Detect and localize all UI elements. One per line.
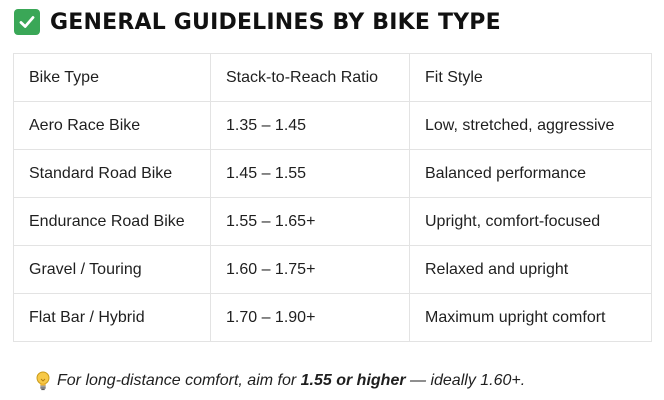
table-header-row: Bike Type Stack-to-Reach Ratio Fit Style bbox=[13, 53, 652, 102]
column-header-bike-type: Bike Type bbox=[13, 53, 211, 102]
fit-style-cell: Relaxed and upright bbox=[409, 245, 652, 294]
check-mark-icon bbox=[14, 9, 40, 35]
column-header-fit-style: Fit Style bbox=[409, 53, 652, 102]
guidelines-table: Bike Type Stack-to-Reach Ratio Fit Style… bbox=[13, 53, 652, 342]
light-bulb-icon bbox=[36, 371, 50, 391]
table-row: Standard Road Bike 1.45 – 1.55 Balanced … bbox=[13, 149, 652, 198]
fit-style-cell: Maximum upright comfort bbox=[409, 293, 652, 342]
column-header-ratio: Stack-to-Reach Ratio bbox=[210, 53, 410, 102]
fit-style-cell: Balanced performance bbox=[409, 149, 652, 198]
table-row: Flat Bar / Hybrid 1.70 – 1.90+ Maximum u… bbox=[13, 293, 652, 342]
bike-type-cell: Gravel / Touring bbox=[13, 245, 211, 294]
ratio-cell: 1.35 – 1.45 bbox=[210, 101, 410, 150]
tip-highlight: 1.55 or higher bbox=[300, 372, 406, 389]
fit-style-cell: Upright, comfort-focused bbox=[409, 197, 652, 246]
bike-type-cell: Aero Race Bike bbox=[13, 101, 211, 150]
bike-type-cell: Endurance Road Bike bbox=[13, 197, 211, 246]
fit-style-cell: Low, stretched, aggressive bbox=[409, 101, 652, 150]
page-title: GENERAL GUIDELINES BY BIKE TYPE bbox=[50, 9, 501, 35]
bike-type-cell: Flat Bar / Hybrid bbox=[13, 293, 211, 342]
ratio-cell: 1.55 – 1.65+ bbox=[210, 197, 410, 246]
ratio-cell: 1.70 – 1.90+ bbox=[210, 293, 410, 342]
table-row: Endurance Road Bike 1.55 – 1.65+ Upright… bbox=[13, 197, 652, 246]
ratio-cell: 1.45 – 1.55 bbox=[210, 149, 410, 198]
ratio-cell: 1.60 – 1.75+ bbox=[210, 245, 410, 294]
tip-note: For long-distance comfort, aim for 1.55 … bbox=[36, 371, 525, 391]
table-row: Gravel / Touring 1.60 – 1.75+ Relaxed an… bbox=[13, 245, 652, 294]
section-heading: GENERAL GUIDELINES BY BIKE TYPE bbox=[14, 6, 501, 38]
tip-text: For long-distance comfort, aim for 1.55 … bbox=[57, 372, 525, 390]
tip-prefix: For long-distance comfort, aim for bbox=[57, 372, 301, 389]
bike-type-cell: Standard Road Bike bbox=[13, 149, 211, 198]
table-row: Aero Race Bike 1.35 – 1.45 Low, stretche… bbox=[13, 101, 652, 150]
tip-suffix: — ideally 1.60+. bbox=[405, 372, 526, 389]
